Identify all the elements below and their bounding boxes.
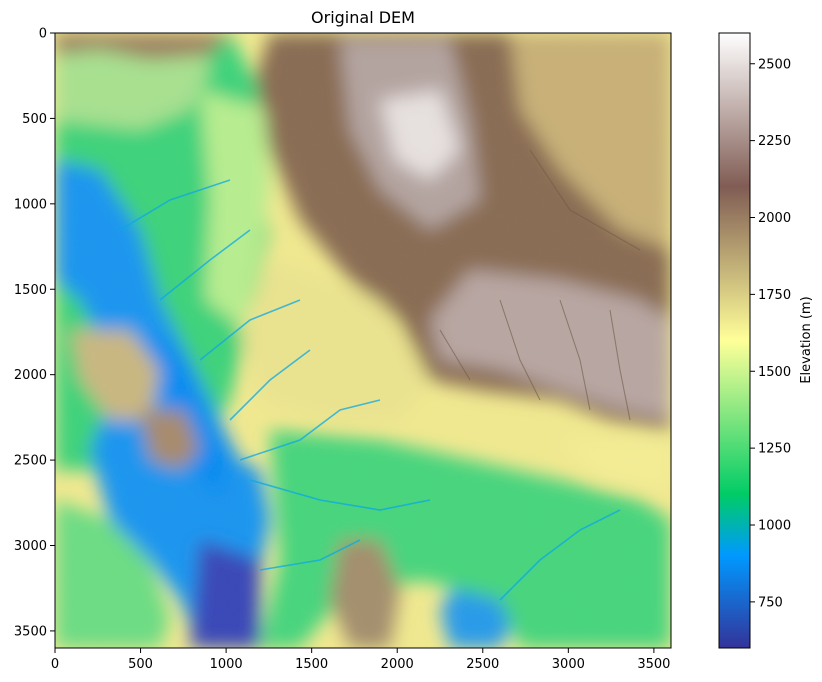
- y-tick-label: 3000: [14, 539, 47, 554]
- x-tick-label: 1000: [210, 657, 243, 672]
- plot-frame: [54, 32, 672, 649]
- y-axis: 0 500 1000 1500 2000 2500 3000 3500: [14, 27, 55, 639]
- colorbar-tick-label: 1250: [758, 442, 791, 457]
- y-tick-label: 1500: [14, 283, 47, 298]
- y-tick-label: 3500: [14, 624, 47, 639]
- y-tick-label: 500: [22, 112, 47, 127]
- x-tick-label: 0: [51, 657, 59, 672]
- colorbar-tick-label: 1500: [758, 365, 791, 380]
- y-tick-label: 2500: [14, 454, 47, 469]
- x-tick-label: 3500: [637, 657, 670, 672]
- x-tick-label: 2000: [381, 657, 414, 672]
- x-tick-label: 1500: [295, 657, 328, 672]
- chart-title: Original DEM: [311, 8, 415, 27]
- colorbar-tick-label: 750: [758, 595, 783, 610]
- colorbar-ticks: 750 1000 1250 1500 1750 2000 2250 2500: [750, 57, 791, 610]
- y-tick-label: 2000: [14, 368, 47, 383]
- y-tick-label: 0: [39, 27, 47, 42]
- x-axis: 0 500 1000 1500 2000 2500 3000 3500: [51, 648, 670, 672]
- colorbar-tick-label: 1750: [758, 288, 791, 303]
- x-tick-label: 2500: [466, 657, 499, 672]
- colorbar-tick-label: 2500: [758, 57, 791, 72]
- y-tick-label: 1000: [14, 197, 47, 212]
- colorbar: [718, 32, 751, 649]
- colorbar-tick-label: 2000: [758, 211, 791, 226]
- x-tick-label: 3000: [552, 657, 585, 672]
- x-tick-label: 500: [128, 657, 153, 672]
- colorbar-label: Elevation (m): [799, 296, 814, 383]
- dem-image: [55, 33, 671, 648]
- colorbar-tick-label: 2250: [758, 134, 791, 149]
- colorbar-tick-label: 1000: [758, 519, 791, 534]
